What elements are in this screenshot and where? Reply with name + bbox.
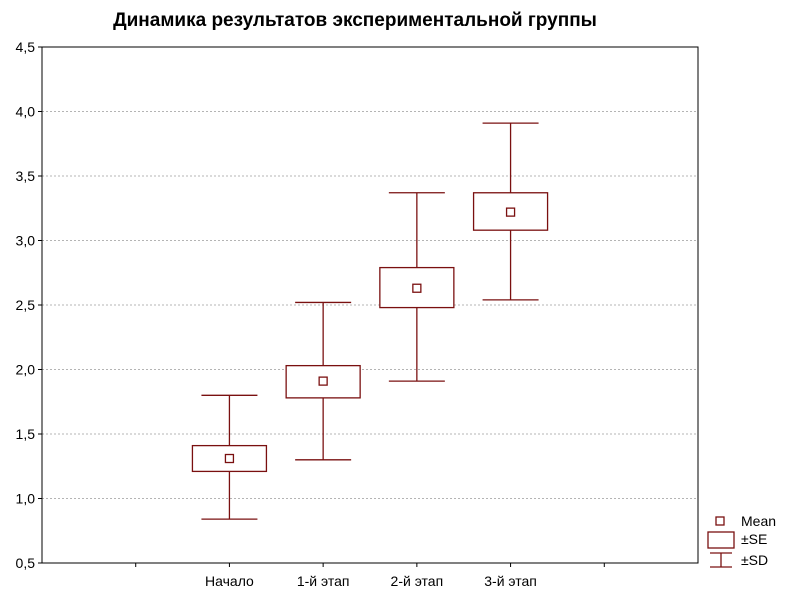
mean-marker bbox=[318, 376, 328, 386]
grid-lines bbox=[42, 111, 698, 499]
x-tick-label: 1-й этап bbox=[297, 573, 350, 589]
legend-sd-whisker bbox=[710, 552, 732, 568]
x-tick-label: 3-й этап bbox=[484, 573, 537, 589]
box-group bbox=[285, 301, 361, 461]
y-tick-label: 3,0 bbox=[16, 233, 36, 249]
legend: Mean ±SE ±SD bbox=[707, 513, 776, 568]
y-tick-label: 1,5 bbox=[16, 426, 36, 442]
y-tick-label: 3,5 bbox=[16, 168, 36, 184]
y-tick-label: 0,5 bbox=[16, 555, 36, 571]
x-tick-label: 2-й этап bbox=[391, 573, 444, 589]
y-tick-label: 4,5 bbox=[16, 39, 36, 55]
x-axis: Начало 1-й этап 2-й этап 3-й этап bbox=[135, 563, 605, 589]
y-tick-label: 2,5 bbox=[16, 297, 36, 313]
legend-se-box bbox=[707, 531, 735, 549]
box-group bbox=[472, 122, 549, 301]
legend-label-se: ±SE bbox=[741, 531, 767, 547]
chart-title: Динамика результатов экспериментальной г… bbox=[113, 10, 597, 31]
legend-mean-marker bbox=[715, 516, 725, 526]
x-tick-label: Начало bbox=[205, 573, 254, 589]
legend-label-mean: Mean bbox=[741, 513, 776, 529]
mean-marker bbox=[224, 453, 235, 464]
mean-marker bbox=[412, 283, 422, 293]
y-tick-label: 1,0 bbox=[16, 491, 36, 507]
box-group bbox=[191, 394, 268, 520]
mean-marker bbox=[505, 207, 516, 217]
y-tick-label: 2,0 bbox=[16, 362, 36, 378]
legend-label-sd: ±SD bbox=[741, 552, 768, 568]
box-group bbox=[379, 192, 455, 382]
series-group bbox=[191, 122, 549, 520]
y-axis: 0,5 1,0 1,5 2,0 2,5 3,0 3,5 4,0 4,5 bbox=[16, 39, 42, 571]
y-tick-label: 4,0 bbox=[16, 104, 36, 120]
